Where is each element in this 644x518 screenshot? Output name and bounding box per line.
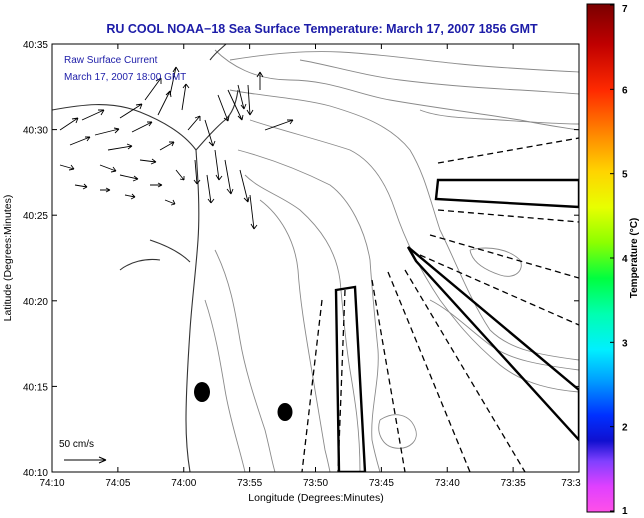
x-tick-label: 74:00 — [171, 478, 196, 489]
bathymetry-contours — [204, 49, 579, 472]
legend-line-2: March 17, 2007 18:00 GMT — [64, 72, 186, 83]
x-tick-label: 74:10 — [39, 478, 64, 489]
map-area: Raw Surface Current March 17, 2007 18:00… — [52, 44, 579, 472]
y-tick-label: 40:20 — [23, 297, 48, 308]
x-axis: 74:10 74:05 74:00 73:55 73:50 73:45 73:40 73:35… — [39, 44, 581, 489]
x-axis-label: Longitude (Degrees:Minutes) — [248, 492, 383, 504]
x-tick-label: 73:40 — [435, 478, 460, 489]
x-tick-label: 73:45 — [369, 478, 394, 489]
map-title: RU COOL NOAA−18 Sea Surface Temperature:… — [106, 22, 538, 36]
x-tick-label: 73:3 — [561, 478, 581, 489]
y-tick-label: 40:10 — [23, 468, 48, 479]
site-marker — [277, 403, 293, 421]
survey-boxes — [334, 178, 579, 472]
colorbar-tick-label: 3 — [622, 338, 628, 349]
coastline — [52, 44, 239, 472]
scale-arrow — [64, 456, 107, 464]
colorbar-tick-label: 5 — [622, 170, 628, 181]
y-tick-label: 40:35 — [23, 40, 48, 51]
colorbar-tick-label: 6 — [622, 85, 628, 96]
y-tick-label: 40:25 — [23, 211, 48, 222]
colorbar-tick-label: 2 — [622, 423, 628, 434]
scale-label: 50 cm/s — [59, 439, 94, 450]
colorbar-tick-label: 1 — [622, 506, 628, 517]
legend-line-1: Raw Surface Current — [64, 55, 158, 66]
y-axis-label: Latitude (Degrees:Minutes) — [2, 195, 14, 322]
x-tick-label: 74:05 — [105, 478, 130, 489]
colorbar-tick-label: 4 — [622, 254, 628, 265]
y-tick-label: 40:30 — [23, 126, 48, 137]
colorbar-label: Temperature (°C) — [629, 218, 640, 299]
colorbar — [586, 3, 615, 513]
colorbar-ticks: 7 6 5 4 3 2 1 — [610, 4, 628, 517]
x-tick-label: 73:35 — [501, 478, 526, 489]
y-axis: 40:35 40:30 40:25 40:20 40:15 40:10 — [23, 40, 579, 479]
site-marker — [194, 382, 210, 402]
surface-current-vectors — [59, 66, 294, 230]
colorbar-tick-label: 7 — [622, 4, 628, 15]
x-tick-label: 73:50 — [303, 478, 328, 489]
y-tick-label: 40:15 — [23, 382, 48, 393]
x-tick-label: 73:55 — [237, 478, 262, 489]
